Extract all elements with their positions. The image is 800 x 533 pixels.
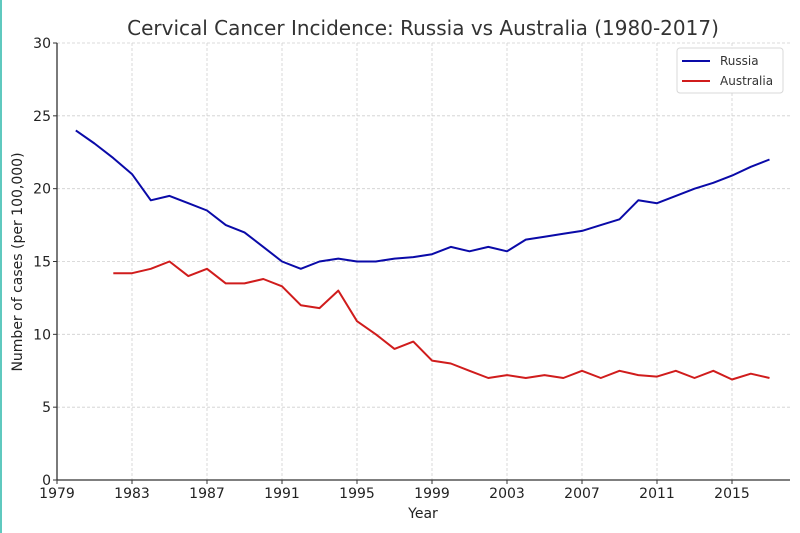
y-tick-label: 10	[33, 327, 51, 343]
x-tick-label: 1999	[414, 486, 450, 502]
x-axis-label: Year	[407, 506, 438, 522]
image-left-border	[0, 0, 2, 533]
x-tick-label: 2011	[639, 486, 675, 502]
y-tick-label: 15	[33, 255, 51, 271]
series-line-russia	[75, 129, 770, 270]
series-lines	[75, 129, 770, 381]
tick-labels: 0 5 10 15 20 25 30 1979 1983 1987 1991 1995 1999 2003…	[33, 36, 750, 502]
y-tick-label: 30	[33, 36, 51, 52]
axes	[53, 42, 790, 484]
x-tick-label: 1991	[264, 486, 300, 502]
x-tick-label: 2015	[714, 486, 750, 502]
grid-lines	[57, 42, 790, 480]
legend-label-russia: Russia	[720, 54, 759, 68]
x-tick-label: 1979	[39, 486, 75, 502]
legend-label-australia: Australia	[720, 74, 773, 88]
x-tick-label: 2007	[564, 486, 600, 502]
x-tick-label: 1995	[339, 486, 375, 502]
x-tick-label: 1983	[114, 486, 150, 502]
series-line-australia	[113, 260, 770, 381]
y-tick-label: 20	[33, 182, 51, 198]
y-tick-label: 0	[42, 473, 51, 489]
y-tick-label: 5	[42, 400, 51, 416]
y-tick-label: 25	[33, 109, 51, 125]
x-tick-label: 2003	[489, 486, 525, 502]
x-tick-label: 1987	[189, 486, 225, 502]
chart-title: Cervical Cancer Incidence: Russia vs Aus…	[127, 16, 719, 40]
y-axis-label: Number of cases (per 100,000)	[10, 152, 26, 371]
legend: Russia Australia	[676, 47, 784, 94]
